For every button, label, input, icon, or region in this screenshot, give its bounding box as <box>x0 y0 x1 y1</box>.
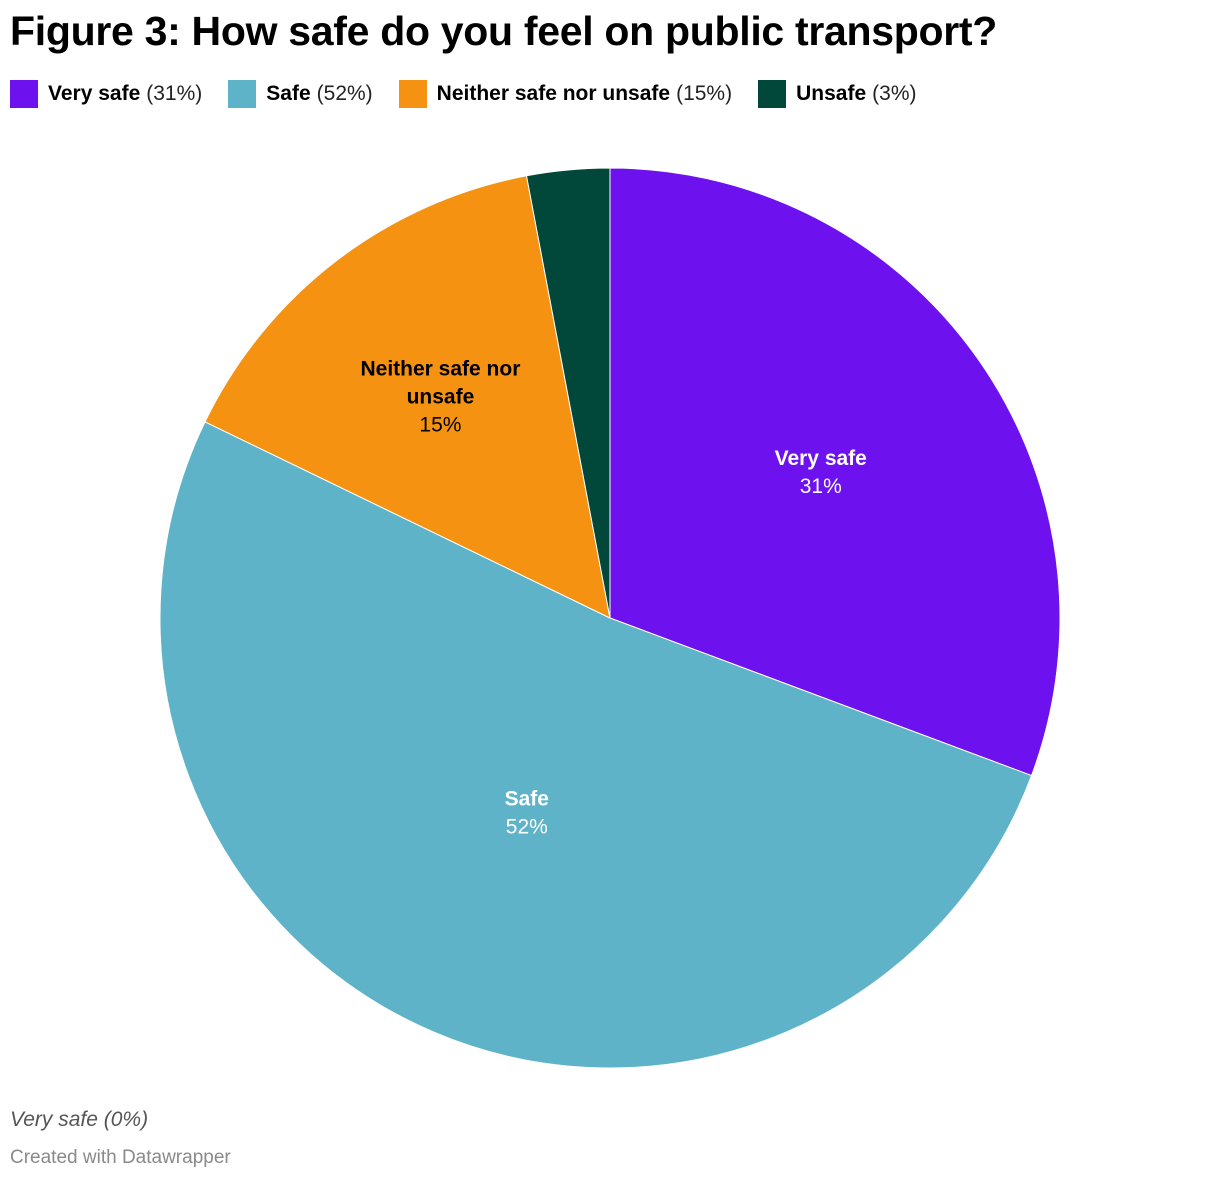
legend-swatch-safe <box>228 80 257 108</box>
pie-slice-unsafe <box>525 167 611 619</box>
chart-title: Figure 3: How safe do you feel on public… <box>10 8 997 54</box>
pie-slice-safe <box>159 421 1033 1069</box>
legend-pct-very-safe: (31%) <box>146 82 203 105</box>
pie-slice-very-safe <box>609 167 1061 777</box>
slice-label-very-safe: Very safe 31% <box>775 447 867 498</box>
slice-label-name-safe-0: Safe <box>505 787 549 810</box>
legend-pct-safe: (52%) <box>316 82 373 105</box>
footer-note: Very safe (0%) <box>10 1108 149 1131</box>
legend-pct-unsafe: (3%) <box>872 82 917 105</box>
slice-label-name-neither-safe-nor-unsafe-0: Neither safe nor <box>360 357 520 380</box>
legend-label-very-safe: Very safe <box>48 82 141 105</box>
legend-pct-neither: (15%) <box>676 82 733 105</box>
legend-item-safe: Safe (52%) <box>228 80 373 108</box>
slice-label-value-safe: 52% <box>506 815 548 838</box>
slice-label-neither-safe-nor-unsafe: Neither safe nor unsafe 15% <box>360 357 520 436</box>
footer-credit: Created with Datawrapper <box>10 1147 231 1168</box>
legend-swatch-unsafe <box>758 80 787 108</box>
pie-slice-neither-safe-nor-unsafe <box>204 175 611 619</box>
slice-label-name-neither-safe-nor-unsafe-1: unsafe <box>407 385 475 408</box>
legend: Very safe (31%) Safe (52%) Neither safe … <box>10 80 916 108</box>
legend-label-neither: Neither safe nor unsafe <box>436 82 671 105</box>
legend-item-very-safe: Very safe (31%) <box>10 80 202 108</box>
legend-swatch-very-safe <box>10 80 38 108</box>
slice-label-value-very-safe: 31% <box>800 475 842 498</box>
legend-item-unsafe: Unsafe (3%) <box>758 80 916 108</box>
slice-label-value-neither-safe-nor-unsafe: 15% <box>419 413 461 436</box>
slice-label-name-very-safe-0: Very safe <box>775 447 867 470</box>
legend-label-unsafe: Unsafe <box>796 82 867 105</box>
legend-swatch-neither <box>398 80 427 108</box>
legend-label-safe: Safe <box>266 82 311 105</box>
legend-item-neither: Neither safe nor unsafe (15%) <box>398 80 733 108</box>
slice-label-safe: Safe 52% <box>505 787 549 838</box>
